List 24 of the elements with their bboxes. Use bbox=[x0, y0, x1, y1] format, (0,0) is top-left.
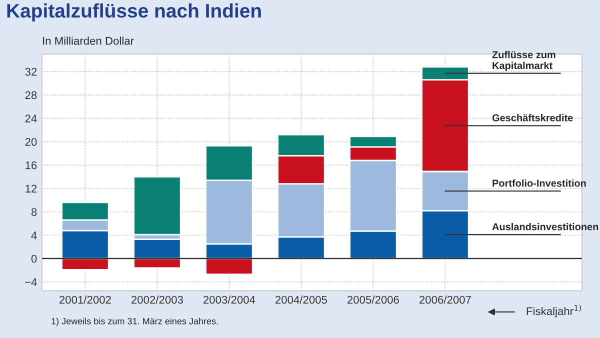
y-tick-label: 12 bbox=[26, 184, 37, 192]
y-tick-label: 28 bbox=[25, 91, 37, 100]
y-tick-label: 8 bbox=[31, 208, 37, 216]
x-tick-label: 2002/2003 bbox=[132, 296, 183, 304]
y-axis-title: In Milliarden Dollar bbox=[43, 36, 134, 45]
x-tick-label: 2001/2002 bbox=[60, 296, 111, 304]
text: 1) Jeweils bis zum 31. März eines Jahres. bbox=[52, 318, 218, 326]
text: Portfolio-Investition bbox=[492, 179, 586, 187]
text: Auslandsinvestitionen bbox=[492, 222, 598, 230]
y-tick-label: 32 bbox=[25, 68, 37, 76]
text: Zuflüsse zum Kapitalmarkt bbox=[492, 50, 556, 72]
y-tick-label: −4 bbox=[25, 278, 37, 286]
y-tick-label: 20 bbox=[25, 138, 37, 146]
y-tick-label: 0 bbox=[31, 254, 37, 263]
y-tick-label: 4 bbox=[31, 232, 37, 240]
text: Geschäftskredite bbox=[492, 114, 573, 122]
x-tick-label: 2003/2004 bbox=[204, 296, 256, 304]
x-tick-label: 2006/2007 bbox=[420, 296, 471, 304]
chart-title: Kapitalzuflüsse nach Indien bbox=[7, 3, 261, 22]
x-axis-title: Fiskaljahr$^{1)}$ bbox=[526, 304, 581, 318]
y-tick-label: 16 bbox=[26, 161, 37, 170]
x-tick-label: 2005/2006 bbox=[348, 296, 399, 304]
y-tick-label: 24 bbox=[25, 114, 37, 122]
x-tick-label: 2004/2005 bbox=[276, 296, 327, 304]
